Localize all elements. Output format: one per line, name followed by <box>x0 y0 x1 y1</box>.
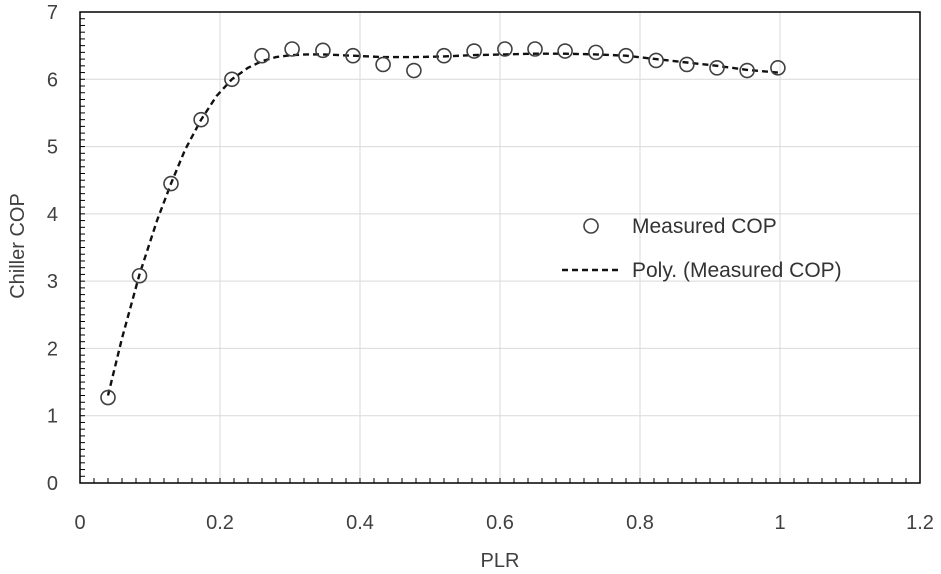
y-tick-label: 3 <box>47 271 58 293</box>
data-point <box>436 47 452 64</box>
data-point <box>588 44 604 61</box>
grid-lines <box>80 12 920 483</box>
data-point <box>770 60 786 76</box>
x-tick-label: 0.8 <box>626 512 654 534</box>
data-point <box>315 42 331 59</box>
series-poly-trendline <box>106 52 779 396</box>
data-point <box>709 60 725 76</box>
data-point <box>406 62 422 79</box>
x-axis-title: PLR <box>481 550 520 572</box>
data-point <box>648 52 664 69</box>
data-point <box>557 43 573 59</box>
data-point <box>618 47 634 64</box>
data-point <box>254 47 270 64</box>
data-point <box>345 47 361 64</box>
y-tick-label: 7 <box>47 2 58 24</box>
legend-marker-measured-cop <box>583 218 599 234</box>
x-tick-labels: 0 0.2 0.4 0.6 0.8 1 1.2 <box>74 512 933 534</box>
series-measured-cop <box>100 41 786 406</box>
data-point <box>224 71 240 88</box>
x-tick-label: 0.2 <box>206 512 234 534</box>
data-point <box>375 56 391 73</box>
data-point <box>527 41 543 57</box>
data-point <box>100 389 116 406</box>
data-point <box>497 41 513 57</box>
minor-ticks <box>79 11 921 484</box>
y-tick-labels: 0 1 2 3 4 5 6 7 <box>47 2 58 495</box>
data-point <box>739 62 755 79</box>
x-tick-label: 1 <box>774 512 785 534</box>
y-tick-label: 4 <box>47 204 58 226</box>
y-tick-label: 5 <box>47 137 58 159</box>
y-tick-label: 2 <box>47 338 58 360</box>
plot-area-frame <box>79 11 921 484</box>
x-tick-label: 0.4 <box>346 512 374 534</box>
x-tick-label: 0 <box>74 512 85 534</box>
legend-label-measured-cop: Measured COP <box>632 215 777 238</box>
data-point <box>466 43 482 59</box>
legend: Measured COP Poly. (Measured COP) <box>562 215 842 282</box>
y-tick-label: 6 <box>47 69 58 91</box>
legend-label-poly: Poly. (Measured COP) <box>632 259 842 282</box>
data-point <box>679 56 695 73</box>
data-point <box>131 267 148 284</box>
data-point <box>284 41 300 57</box>
x-tick-label: 0.6 <box>486 512 514 534</box>
y-tick-label: 1 <box>47 406 58 428</box>
trendline-path <box>106 52 779 396</box>
data-point <box>163 175 179 192</box>
y-axis-title: Chiller COP <box>7 193 29 299</box>
y-tick-label: 0 <box>47 473 58 495</box>
x-tick-label: 1.2 <box>906 512 934 534</box>
data-point <box>193 111 209 128</box>
